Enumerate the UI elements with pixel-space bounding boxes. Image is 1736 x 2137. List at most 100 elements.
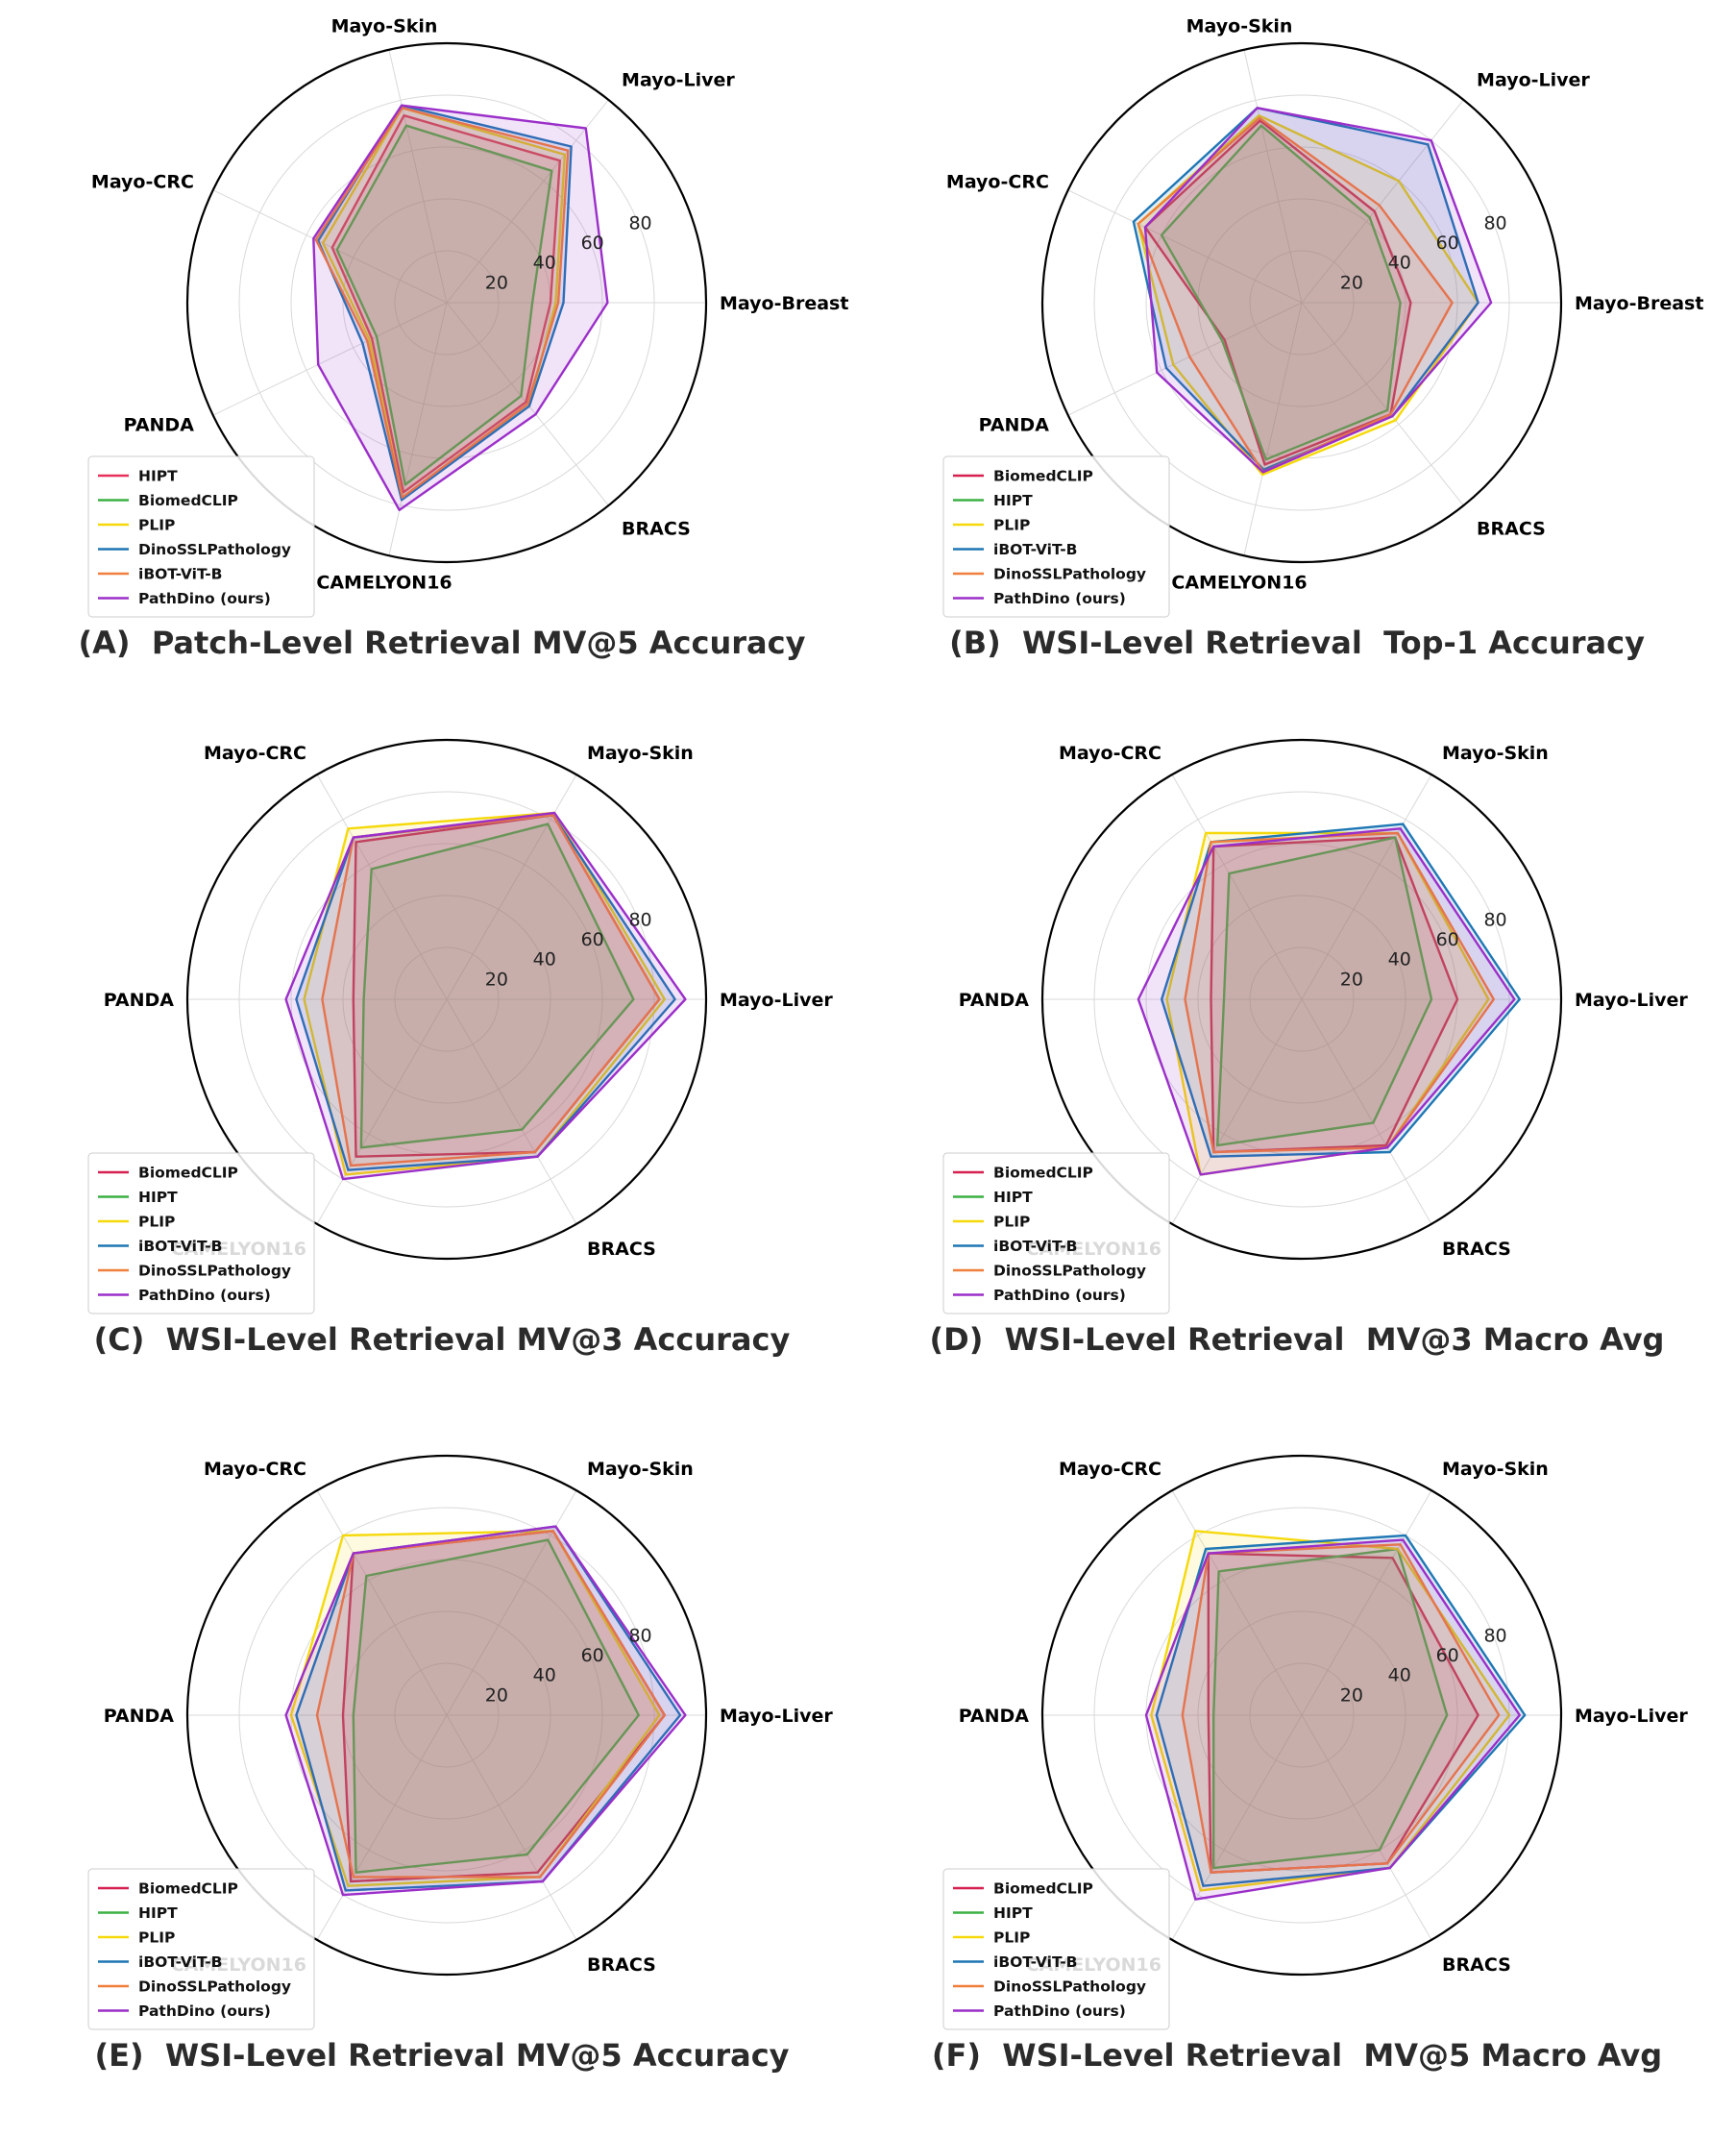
axis-label: Mayo-CRC: [204, 1459, 306, 1480]
axis-label: PANDA: [104, 1706, 175, 1727]
series-polygon-hipt: [1160, 124, 1402, 461]
legend-entry-label: PathDino (ours): [138, 590, 271, 607]
radial-gridline: [1301, 1489, 1432, 1716]
panel-label: (A): [78, 625, 131, 661]
chart-title: Patch-Level Retrieval MV@5 Accuracy: [151, 625, 806, 661]
axis-label: Mayo-Skin: [587, 1459, 694, 1480]
axis-label: CAMELYON16: [1171, 573, 1307, 594]
chart-panel: 20 40 60 80 Mayo-Liver Mayo-Skin Mayo-CRC PANDA…: [874, 1422, 1720, 2119]
legend-entry-label: iBOT-ViT-B: [993, 1238, 1077, 1255]
axis-label: Mayo-Liver: [1477, 70, 1590, 91]
caption-gap: [131, 625, 152, 661]
series-polygon-pathdino-ours: [284, 1525, 687, 1897]
axis-label: BRACS: [1477, 518, 1546, 539]
legend-entry-label: iBOT-ViT-B: [993, 1953, 1077, 1971]
radial-gridline: [212, 302, 448, 416]
panel-caption: (D) WSI-Level Retrieval MV@3 Macro Avg: [874, 1321, 1720, 1358]
legend-entry-label: iBOT-ViT-B: [993, 541, 1077, 558]
axis-label: Mayo-Skin: [1442, 1459, 1549, 1480]
axis-label: Mayo-Skin: [587, 743, 694, 764]
radial-tick-label: 20: [1340, 969, 1363, 990]
legend-entry-label: PLIP: [993, 1214, 1030, 1231]
panel-label: (E): [94, 2037, 144, 2074]
radial-gridline: [446, 1489, 577, 1716]
axis-label: BRACS: [587, 1954, 656, 1976]
radial-tick-label: 40: [1388, 1665, 1411, 1686]
radial-gridline: [316, 1714, 448, 1941]
radial-gridline: [1301, 998, 1432, 1225]
axis-label: PANDA: [959, 1706, 1030, 1727]
legend-entry-label: BiomedCLIP: [138, 492, 238, 509]
radial-tick-label: 40: [1388, 253, 1411, 274]
panel-label: (B): [949, 625, 1001, 661]
caption-gap: [981, 2037, 1002, 2074]
series-polygon-dinosslpathology: [1137, 116, 1454, 474]
series-polygon-dinosslpathology: [315, 1530, 666, 1879]
axis-label: BRACS: [1442, 1954, 1511, 1976]
axis-label: Mayo-Liver: [720, 990, 833, 1011]
radial-tick-label: 20: [1340, 272, 1363, 293]
radial-tick-label: 60: [581, 233, 604, 254]
axis-label: Mayo-Skin: [1442, 743, 1549, 764]
panel-label: (C): [93, 1321, 145, 1358]
legend-entry-label: DinoSSLPathology: [138, 541, 291, 558]
axis-label: Mayo-Liver: [1575, 990, 1688, 1011]
axis-label: CAMELYON16: [316, 573, 452, 594]
axis-label: Mayo-Liver: [1575, 1706, 1688, 1727]
panel-caption: (F) WSI-Level Retrieval MV@5 Macro Avg: [874, 2037, 1720, 2074]
radar-chart: 20 40 60 80 Mayo-Liver Mayo-Skin Mayo-CRC PANDA…: [87, 738, 833, 1314]
panel-caption: (B) WSI-Level Retrieval Top-1 Accuracy: [874, 625, 1720, 661]
axis-label: PANDA: [979, 415, 1050, 436]
legend-entry-label: PLIP: [993, 517, 1030, 534]
radar-chart: 20 40 60 80 Mayo-Breast Mayo-Liver Mayo-Skin Ma…: [942, 15, 1703, 618]
outer-ring: [185, 41, 708, 564]
radar-chart: 20 40 60 80 Mayo-Breast Mayo-Liver Mayo-Skin Ma…: [87, 15, 848, 618]
outer-ring: [1040, 1454, 1563, 1977]
radar-chart: 20 40 60 80 Mayo-Liver Mayo-Skin Mayo-CRC PANDA…: [87, 1454, 833, 2030]
radial-gridline: [316, 998, 448, 1225]
radial-tick-label: 80: [1483, 212, 1506, 233]
legend-entry-label: DinoSSLPathology: [138, 1263, 291, 1280]
legend: [942, 455, 1170, 618]
radial-tick-label: 60: [581, 929, 604, 950]
radial-tick-label: 40: [533, 949, 556, 970]
legend-entry-label: PathDino (ours): [993, 1287, 1126, 1304]
outer-ring: [185, 1454, 708, 1977]
axis-label: Mayo-CRC: [946, 171, 1049, 192]
legend-entry-label: BiomedCLIP: [138, 1165, 238, 1182]
panel-caption: (E) WSI-Level Retrieval MV@5 Accuracy: [19, 2037, 865, 2074]
axis-label: Mayo-CRC: [204, 743, 306, 764]
series-polygon-dinosslpathology: [1181, 1543, 1501, 1874]
panel-caption: (A) Patch-Level Retrieval MV@5 Accuracy: [19, 625, 865, 661]
legend-entry-label: HIPT: [993, 1189, 1033, 1206]
chart-title: WSI-Level Retrieval Top-1 Accuracy: [1021, 625, 1645, 661]
legend: [87, 1868, 315, 2030]
radial-tick-label: 80: [628, 1625, 651, 1646]
legend-entry-label: iBOT-ViT-B: [138, 566, 222, 583]
radial-tick-label: 80: [628, 909, 651, 930]
outer-ring: [1040, 738, 1563, 1261]
axis-label: PANDA: [959, 990, 1030, 1011]
legend: [87, 1152, 315, 1314]
series-polygon-pathdino-ours: [312, 104, 609, 511]
legend-entry-label: PLIP: [993, 1929, 1030, 1947]
legend-entry-label: BiomedCLIP: [993, 1165, 1093, 1182]
radial-tick-label: 20: [1340, 1684, 1363, 1706]
legend-entry-label: DinoSSLPathology: [993, 566, 1146, 583]
legend-entry-label: PathDino (ours): [993, 590, 1126, 607]
radial-gridline: [212, 189, 448, 304]
radial-gridline: [1171, 1489, 1303, 1716]
radial-gridline: [1067, 302, 1303, 416]
legend-entry-label: PathDino (ours): [138, 1287, 271, 1304]
radial-gridline: [446, 1714, 577, 1941]
radial-tick-label: 40: [1388, 949, 1411, 970]
legend-entry-label: DinoSSLPathology: [993, 1263, 1146, 1280]
legend-entry-label: HIPT: [138, 1904, 178, 1922]
radial-gridline: [316, 1489, 448, 1716]
series-polygon-pathdino-ours: [1137, 827, 1516, 1176]
series-polygon-ibot-vit-b: [1161, 823, 1521, 1158]
legend-entry-label: iBOT-ViT-B: [138, 1953, 222, 1971]
radial-gridline: [1301, 774, 1432, 1000]
series-polygon-hipt: [359, 823, 635, 1149]
legend-entry-label: BiomedCLIP: [993, 468, 1093, 485]
